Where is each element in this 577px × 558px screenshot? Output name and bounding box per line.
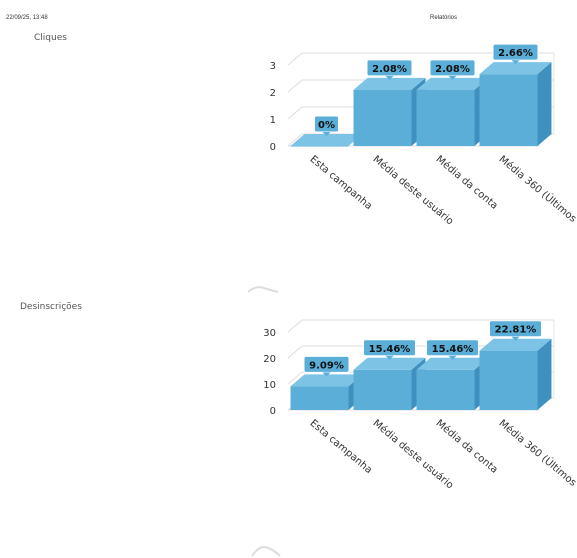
- data-label-pointer: [385, 75, 394, 80]
- data-label-pointer: [511, 60, 520, 65]
- loading-spinner-icon: [251, 546, 281, 557]
- data-label-text: 9.09%: [309, 360, 344, 371]
- bar-front: [416, 89, 475, 146]
- y-tick-label: 10: [263, 380, 276, 391]
- bar: [353, 357, 426, 410]
- data-label-text: 0%: [318, 120, 335, 131]
- bar-front: [353, 369, 412, 410]
- grid-diagonal: [287, 106, 303, 120]
- bar-top: [290, 374, 363, 387]
- y-tick-label: 3: [270, 61, 276, 72]
- data-label: 0%: [314, 115, 339, 136]
- bar: [479, 62, 552, 146]
- data-label-pointer: [322, 372, 331, 377]
- bar-side: [537, 338, 552, 410]
- timestamp: 22/09/25, 13:48: [6, 15, 48, 21]
- data-label-pointer: [322, 132, 331, 136]
- bar: [479, 338, 552, 410]
- y-tick-label: 2: [270, 88, 276, 99]
- data-label: 22.81%: [489, 320, 542, 341]
- data-label-pointer: [511, 336, 520, 341]
- data-label-text: 2.66%: [498, 48, 533, 59]
- grid-diagonal: [287, 371, 303, 385]
- data-label-pointer: [448, 355, 457, 360]
- bar-front: [479, 350, 538, 410]
- y-tick-label: 20: [263, 354, 276, 365]
- bar: [416, 357, 489, 410]
- bar-front: [290, 146, 349, 147]
- report-title: Relatórios: [430, 15, 458, 21]
- data-label-text: 15.46%: [369, 344, 411, 355]
- chart-title-cliques: Cliques: [34, 33, 67, 43]
- bar-side: [537, 62, 552, 146]
- y-tick-label: 0: [270, 406, 276, 417]
- grid-diagonal: [287, 52, 303, 66]
- grid-diagonal: [287, 133, 303, 147]
- data-label: 2.08%: [429, 59, 476, 80]
- bar-top: [416, 357, 489, 370]
- bar-top: [353, 357, 426, 370]
- bar-front: [290, 386, 349, 410]
- bar-top: [479, 62, 552, 75]
- grid-diagonal: [287, 319, 303, 333]
- data-label: 15.46%: [363, 339, 416, 360]
- data-label-text: 2.08%: [435, 64, 470, 75]
- x-tick-label: Média 360 (Últimos: [497, 416, 577, 488]
- data-label-pointer: [448, 75, 457, 80]
- grid-diagonal: [287, 79, 303, 93]
- grid-diagonal: [287, 345, 303, 359]
- x-tick-label: Média da conta: [434, 417, 501, 476]
- chart-title-desinscricoes: Desinscrições: [20, 302, 82, 312]
- bar: [290, 374, 363, 410]
- y-tick-label: 0: [270, 142, 276, 153]
- y-tick-label: 1: [270, 115, 276, 126]
- data-label-text: 2.08%: [372, 64, 407, 75]
- bar-top: [353, 77, 426, 90]
- y-tick-label: 30: [263, 328, 276, 339]
- data-label-pointer: [385, 355, 394, 360]
- loading-spinner-icon: [247, 286, 279, 293]
- data-label-text: 22.81%: [495, 325, 537, 336]
- data-label: 2.66%: [492, 43, 539, 65]
- bar-top: [416, 77, 489, 90]
- data-label: 15.46%: [426, 339, 479, 360]
- data-label: 9.09%: [303, 355, 350, 377]
- bar-top: [479, 338, 552, 351]
- x-tick-label: Esta campanha: [308, 418, 374, 476]
- bar: [290, 134, 363, 147]
- data-label: 2.08%: [366, 59, 413, 80]
- data-label-text: 15.46%: [432, 344, 474, 355]
- bar-front: [479, 74, 538, 146]
- bar-front: [353, 89, 412, 146]
- bar-front: [416, 369, 475, 410]
- bar-top: [290, 134, 363, 146]
